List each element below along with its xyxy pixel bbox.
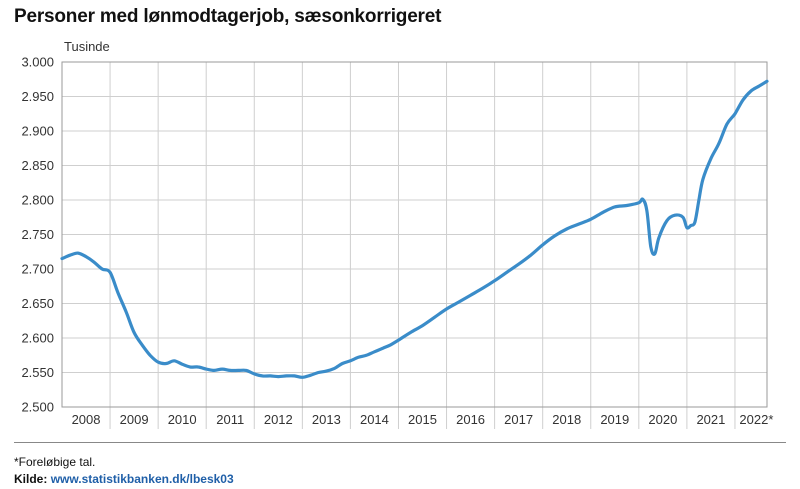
x-axis-ticks: 2008 2009 2010 2011 2012 2013 2014 2015 2016 2017…: [72, 412, 774, 427]
source-link[interactable]: www.statistikbanken.dk/lbesk03: [50, 472, 234, 486]
y-tick-label: 2.950: [21, 89, 54, 104]
x-tick-label: 2017: [504, 412, 533, 427]
y-axis-ticks: 2.500 2.550 2.600 2.650 2.700 2.750 2.800 2.850…: [21, 55, 54, 415]
x-tick-label: 2015: [408, 412, 437, 427]
x-tick-label: 2018: [552, 412, 581, 427]
y-tick-label: 2.650: [21, 296, 54, 311]
chart-title: Personer med lønmodtagerjob, sæsonkorrig…: [14, 6, 442, 27]
y-tick-label: 3.000: [21, 55, 54, 70]
x-tick-label: 2022*: [739, 412, 773, 427]
y-tick-label: 2.700: [21, 262, 54, 277]
x-tick-label: 2016: [456, 412, 485, 427]
x-tick-label: 2013: [312, 412, 341, 427]
x-tick-label: 2009: [120, 412, 149, 427]
y-tick-label: 2.800: [21, 193, 54, 208]
source-line: Kilde: www.statistikbanken.dk/lbesk03: [14, 472, 234, 486]
y-tick-label: 2.750: [21, 227, 54, 242]
x-tick-label: 2010: [168, 412, 197, 427]
footer-divider: [14, 442, 786, 443]
footnote: *Foreløbige tal.: [14, 455, 96, 469]
x-tick-label: 2011: [216, 412, 244, 427]
y-tick-label: 2.500: [21, 400, 54, 415]
x-tick-label: 2014: [360, 412, 389, 427]
y-tick-label: 2.600: [21, 331, 54, 346]
series-line: [60, 79, 769, 379]
x-tick-label: 2021: [696, 412, 725, 427]
grid-lines: [62, 61, 767, 429]
source-label: Kilde:: [14, 472, 48, 486]
x-tick-label: 2008: [72, 412, 101, 427]
y-tick-label: 2.900: [21, 124, 54, 139]
line-chart: 2.500 2.550 2.600 2.650 2.700 2.750 2.800 2.850…: [21, 39, 774, 429]
plot-frame: [61, 61, 768, 408]
x-tick-label: 2019: [600, 412, 629, 427]
y-axis-unit-label: Tusinde: [64, 39, 110, 54]
y-tick-label: 2.550: [21, 365, 54, 380]
x-tick-label: 2020: [648, 412, 677, 427]
y-tick-label: 2.850: [21, 158, 54, 173]
x-tick-label: 2012: [264, 412, 293, 427]
